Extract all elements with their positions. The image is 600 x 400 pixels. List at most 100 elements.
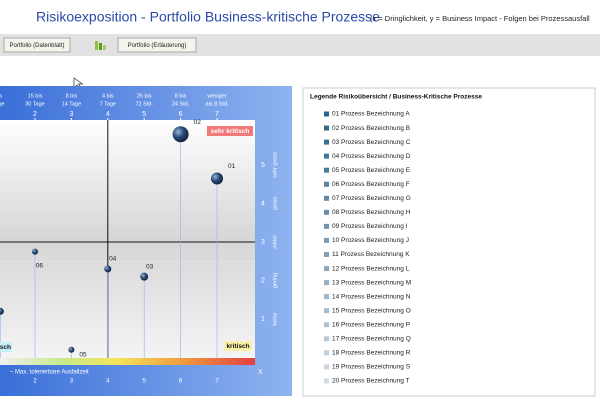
y-tick-name: mittel (272, 235, 278, 248)
legend-swatch (324, 336, 329, 342)
legend-item: 05 Prozess Bezeichnung E (332, 167, 411, 174)
legend-item: 18 Prozess Bezeichnung R (332, 350, 411, 357)
bubble (172, 126, 189, 143)
column-header: als (0, 93, 2, 99)
corner-label: sch (0, 344, 11, 351)
corner-box (224, 341, 252, 351)
legend-swatch (324, 308, 329, 314)
column-header: 14 Tage (62, 101, 81, 107)
legend-swatch (324, 350, 329, 356)
x-tick-label-bottom: 4 (106, 379, 110, 385)
legend-swatch (324, 181, 329, 187)
legend-swatch (324, 195, 329, 201)
legend-panel (302, 87, 596, 397)
subtitle: (x = Dringlichkeit, y = Business Impact … (370, 14, 590, 23)
plot-area (0, 120, 255, 358)
legend-swatch (324, 378, 329, 384)
legend-item: 03 Prozess Bezeichnung C (332, 139, 411, 146)
bubble (68, 346, 75, 353)
legend-item: 09 Prozess Bezeichnung I (332, 223, 408, 230)
column-header: 72 Std. (135, 101, 153, 107)
y-tick-label: 4 (261, 200, 265, 207)
legend-item: 08 Prozess Bezeichnung H (332, 209, 411, 216)
bubble (32, 248, 38, 255)
legend-swatch (324, 294, 329, 300)
legend-swatch (324, 266, 329, 272)
bubble-label: 04 (109, 256, 117, 263)
tab-icon (95, 41, 106, 50)
column-header: 7 Tage (100, 101, 116, 107)
legend-item: 16 Prozess Bezeichnung P (332, 321, 410, 328)
legend-item: 13 Prozess Bezeichnung M (332, 279, 411, 286)
legend-title: Legende Risikoübersicht / Business-Kriti… (310, 94, 482, 101)
column-header: Tage (0, 101, 5, 107)
legend-swatch (324, 280, 329, 286)
tab-button[interactable] (3, 37, 71, 53)
bubble-label: 01 (228, 163, 236, 170)
legend-item: 14 Prozess Bezeichnung N (332, 293, 411, 300)
legend-swatch (324, 237, 329, 243)
legend-swatch (324, 153, 329, 159)
bubble (104, 265, 112, 273)
bubble-label: 05 (79, 352, 87, 359)
legend-item: 20 Prozess Bezeichnung T (332, 378, 410, 385)
y-tick-label: 3 (261, 239, 265, 246)
legend-item: 04 Prozess Bezeichnung D (332, 153, 411, 160)
legend-item: 02 Prozess Bezeichnung B (332, 125, 410, 132)
y-tick-label: 1 (261, 316, 265, 323)
corner-label: kritisch (226, 343, 249, 350)
x-tick-label-bottom: 7 (215, 379, 219, 385)
page-title: Risikoexposition - Portfolio Business-kr… (36, 9, 380, 25)
x-tick-label: 2 (33, 111, 37, 118)
legend-item: 15 Prozess Bezeichnung O (332, 307, 411, 314)
column-header: 8 bis (66, 93, 78, 99)
column-header: weniger (206, 93, 226, 99)
legend-swatch (324, 125, 329, 131)
legend-swatch (324, 139, 329, 145)
legend-swatch (324, 209, 329, 215)
legend-item: 19 Prozess Bezeichnung S (332, 364, 411, 371)
bubble (0, 307, 4, 315)
x-tick-label: 4 (106, 111, 110, 118)
x-tick-label: 6 (179, 111, 183, 118)
legend-item: 11 Prozess Bezeichnung K (332, 251, 410, 258)
x-tick-label-bottom: 3 (70, 379, 74, 385)
x-tick-label: 5 (142, 111, 146, 118)
legend-item: 01 Prozess Bezeichnung A (332, 111, 410, 118)
x-tick-label-bottom: 5 (143, 379, 147, 385)
tab-label[interactable]: Portfolio (Erläuterung) (128, 43, 187, 49)
legend-swatch (324, 322, 329, 328)
legend-item: 12 Prozess Bezeichnung L (332, 265, 410, 272)
column-header: 24 Std. (172, 101, 190, 107)
legend-swatch (324, 167, 329, 173)
y-tick-label: 2 (261, 277, 265, 284)
y-tick-name: sehr gross (272, 152, 278, 178)
column-header: 30 Tage (25, 101, 44, 107)
column-header: als 8 Std. (206, 101, 229, 107)
x-tick-label: 3 (69, 111, 73, 118)
toolbar (0, 34, 600, 56)
x-tick-label: 7 (215, 111, 219, 118)
column-header: 4 bis (102, 93, 114, 99)
axis-note: – Max. tolerierbare Ausfallzeit (10, 370, 89, 376)
tab-button[interactable] (117, 37, 197, 53)
y-tick-name: gross (272, 197, 278, 211)
column-header: 15 bis (28, 93, 43, 99)
bubble-label: 02 (194, 119, 202, 126)
bubble-label: 06 (36, 262, 44, 269)
legend-item: 17 Prozess Bezeichnung Q (332, 336, 411, 343)
risk-bar (0, 358, 255, 365)
y-tick-label: 5 (261, 162, 265, 169)
legend-swatch (324, 252, 329, 257)
tab-label[interactable]: Portfolio (Datenblatt) (9, 43, 64, 49)
y-tick-name: gering (272, 273, 278, 288)
bubble-label: 03 (146, 263, 154, 270)
corner-label: sehr kritisch (211, 128, 250, 135)
bubble (140, 272, 149, 281)
column-header: 8 bis (175, 93, 187, 99)
corner-box (0, 342, 12, 352)
legend-item: 07 Prozess Bezeichnung G (332, 195, 411, 202)
y-tick-name: keine (272, 312, 278, 325)
corner-box (207, 126, 253, 136)
